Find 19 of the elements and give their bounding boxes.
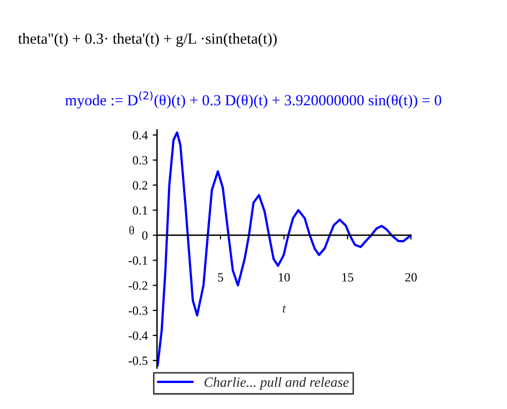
x-tick-label: 10 — [278, 273, 290, 282]
y-tick-label: 0.2 — [132, 181, 148, 190]
y-tick-label: 0.4 — [132, 131, 148, 140]
x-tick-label: 15 — [342, 273, 354, 282]
legend-label: Charlie... pull and release — [204, 377, 349, 390]
y-tick-label: -0.4 — [128, 331, 148, 340]
text: theta"(t) + 0.3· theta'(t) + g/L ·sin(theta(t)) — [18, 33, 277, 47]
y-tick-label: -0.5 — [128, 356, 148, 365]
x-axis-title: t — [282, 305, 286, 313]
y-tick-label: -0.3 — [128, 306, 148, 315]
x-tick-label: 20 — [405, 273, 417, 282]
x-tick-label: 5 — [218, 273, 224, 282]
y-tick-label: -0.2 — [128, 281, 148, 290]
y-tick-label: 0.1 — [132, 206, 148, 215]
y-tick-label: -0.1 — [128, 256, 148, 265]
y-tick-label: 0.3 — [132, 156, 148, 165]
text: myode := D$^{(2)}$(θ)(t) + 0.3 D(θ)(t) + 3.920000000 sin(θ(t)) = 0 — [65, 91, 442, 109]
y-tick-label: 0 — [142, 231, 148, 240]
y-axis-title: θ — [129, 226, 134, 235]
